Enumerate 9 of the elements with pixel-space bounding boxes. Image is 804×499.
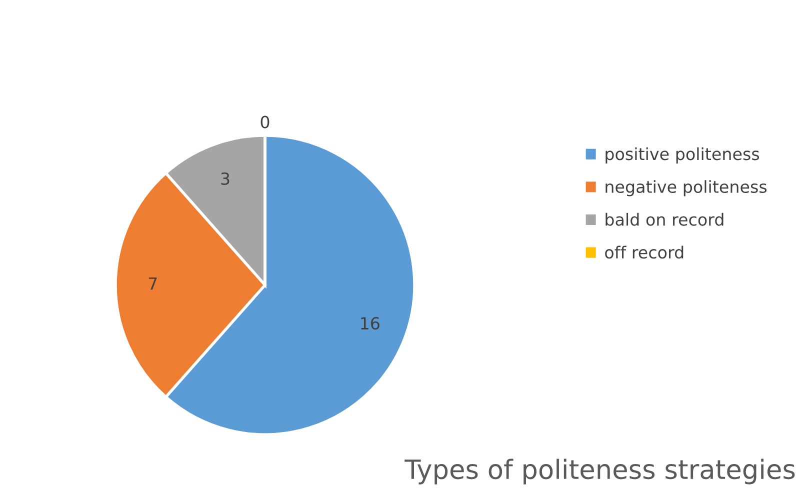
data-label: 3: [221, 172, 230, 185]
legend-label: negative politeness: [606, 180, 767, 196]
text: 0: [260, 116, 270, 128]
legend-label: positive politeness: [606, 147, 760, 164]
text: Types of politeness strategies: [404, 458, 795, 484]
legend-label: off record: [605, 246, 684, 259]
data-label: 7: [148, 277, 157, 290]
data-label: 16: [361, 317, 380, 330]
legend-label: bald on record: [606, 212, 724, 226]
